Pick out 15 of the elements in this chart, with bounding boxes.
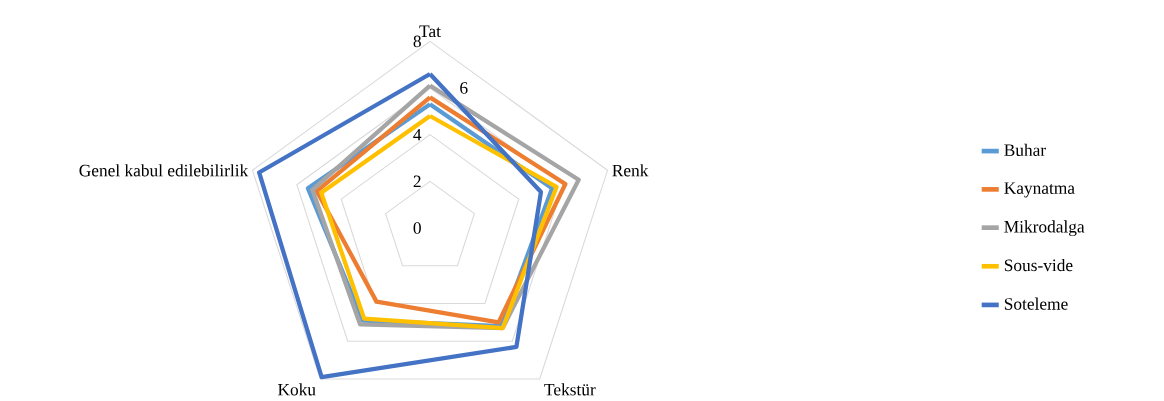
legend-label: Kaynatma: [1004, 182, 1075, 198]
spoke-label: Tekstür: [544, 383, 596, 396]
y-tick-label: 8: [413, 35, 421, 48]
spoke-label: Genel kabul edilebilirlik: [79, 164, 249, 177]
spoke-label: Renk: [612, 164, 649, 177]
y-tick-label: 6: [460, 82, 468, 94]
legend-label: Buhar: [1004, 143, 1046, 156]
legend-label: Mikrodalga: [1004, 220, 1085, 237]
y-tick-label: 4: [413, 128, 422, 141]
y-tick-label: 0: [413, 222, 421, 234]
spoke-label: Tat: [419, 25, 441, 38]
spoke-label: Koku: [278, 383, 316, 396]
y-tick-label: 2: [413, 175, 421, 188]
legend-label: Soteleme: [1004, 297, 1068, 310]
legend-label: Sous-vide: [1004, 258, 1073, 272]
